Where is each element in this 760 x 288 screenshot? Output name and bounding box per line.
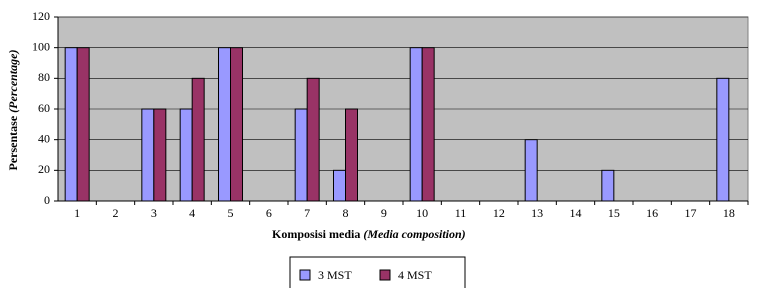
bar xyxy=(333,169,346,202)
y-tick-label: 60 xyxy=(38,101,50,115)
bar xyxy=(421,47,435,202)
x-tick-label: 10 xyxy=(416,206,428,220)
x-tick-label: 15 xyxy=(608,206,620,220)
legend-label: 3 MST xyxy=(318,268,352,282)
bar xyxy=(345,108,358,202)
bar xyxy=(76,47,90,202)
legend-box xyxy=(289,256,466,288)
y-label-en: (Percentage) xyxy=(6,50,20,113)
x-tick-label: 13 xyxy=(531,206,543,220)
bar xyxy=(141,108,155,202)
bar xyxy=(64,47,78,202)
legend-swatch xyxy=(379,269,391,281)
bar xyxy=(218,47,231,202)
bar xyxy=(179,108,193,202)
y-tick-label: 0 xyxy=(44,193,50,207)
x-tick-label: 14 xyxy=(570,206,582,220)
x-label-main: Komposisi media xyxy=(272,227,360,241)
x-tick-label: 2 xyxy=(113,206,119,220)
x-tick-label: 6 xyxy=(266,206,272,220)
bar xyxy=(306,77,320,202)
y-tick-label: 40 xyxy=(38,131,50,145)
x-tick-label: 7 xyxy=(304,206,310,220)
y-tick-label: 120 xyxy=(32,9,50,23)
x-tick-label: 17 xyxy=(685,206,697,220)
x-label-en: (Media composition) xyxy=(363,227,465,241)
bar xyxy=(409,47,423,202)
x-tick-label: 4 xyxy=(189,206,195,220)
x-tick-label: 12 xyxy=(493,206,505,220)
x-tick-label: 1 xyxy=(74,206,80,220)
bar xyxy=(524,139,538,202)
y-tick-label: 20 xyxy=(38,162,50,176)
y-axis-title: Persentase (Percentage) xyxy=(6,50,20,171)
y-label-main: Persentase xyxy=(6,115,20,170)
x-tick-label: 9 xyxy=(381,206,387,220)
y-tick-label: 100 xyxy=(32,39,50,53)
x-tick-label: 8 xyxy=(343,206,349,220)
bar xyxy=(601,169,615,202)
bar xyxy=(716,77,730,202)
x-tick-label: 3 xyxy=(151,206,157,220)
x-tick-label: 16 xyxy=(646,206,658,220)
x-axis-title: Komposisi media (Media composition) xyxy=(272,227,466,241)
y-tick-label: 80 xyxy=(38,70,50,84)
bar xyxy=(294,108,308,202)
bar xyxy=(230,47,243,202)
x-tick-label: 11 xyxy=(455,206,467,220)
legend-swatch xyxy=(299,269,311,281)
legend-label: 4 MST xyxy=(398,268,432,282)
bar xyxy=(191,77,205,202)
x-tick-label: 5 xyxy=(228,206,234,220)
bar xyxy=(153,108,167,202)
x-tick-label: 18 xyxy=(723,206,735,220)
